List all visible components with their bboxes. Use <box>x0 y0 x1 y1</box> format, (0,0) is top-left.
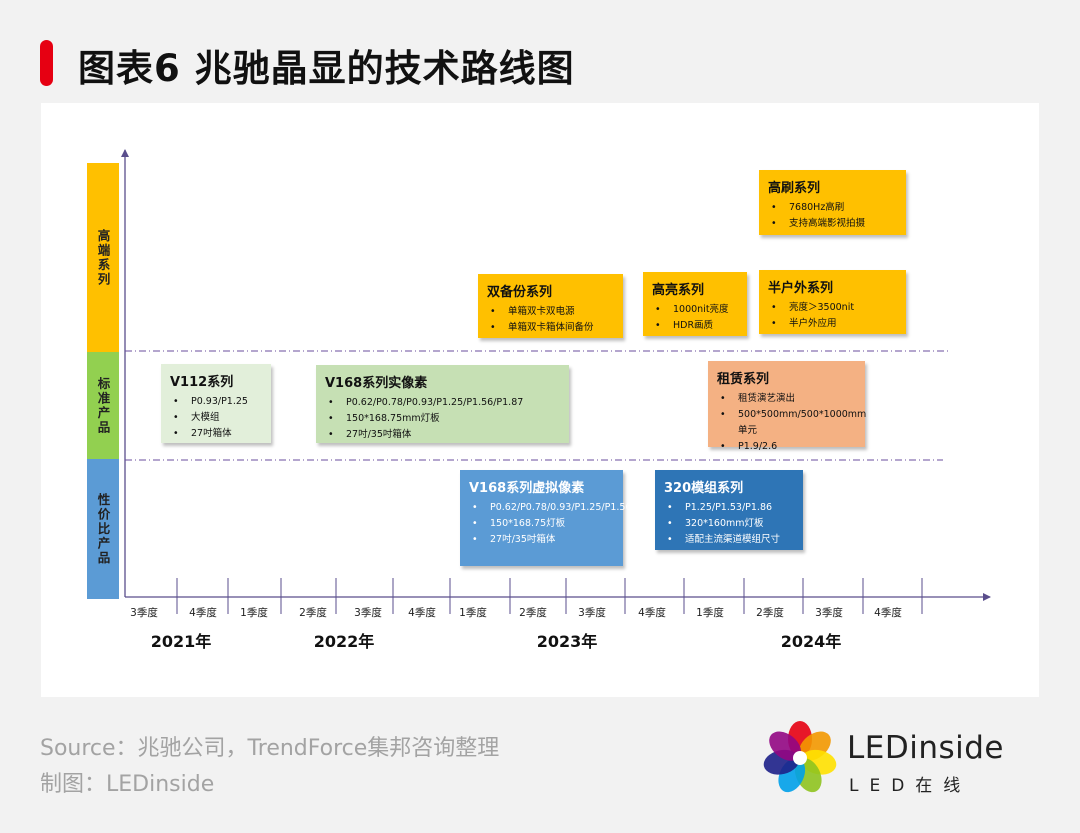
card-item: 150*168.75mm灯板 <box>325 411 560 427</box>
band-value: 性价比产品 <box>87 459 119 599</box>
card-item: P0.62/P0.78/P0.93/P1.25/P1.56/P1.87 <box>325 395 560 411</box>
credit-note: 制图：LEDinside <box>40 772 215 797</box>
card-item: 亮度＞3500nit <box>768 300 897 316</box>
card-high-brightness: 高亮系列 1000nit亮度HDR画质 <box>643 272 747 336</box>
card-title: 租赁系列 <box>717 372 770 387</box>
year-label: 2024年 <box>780 632 842 651</box>
year-label: 2021年 <box>150 632 212 651</box>
quarter-label: 4季度 <box>874 607 902 619</box>
card-title: V112系列 <box>170 375 234 390</box>
page-title: 图表6 兆驰晶显的技术路线图 <box>78 47 575 90</box>
card-v168-virtual: V168系列虚拟像素 P0.62/P0.78/0.93/P1.25/P1.56/… <box>460 470 662 566</box>
card-high-refresh: 高刷系列 7680Hz高刷支持高端影视拍摄 <box>759 170 906 235</box>
card-item: 7680Hz高刷 <box>768 200 897 216</box>
card-title: V168系列实像素 <box>325 376 428 391</box>
quarter-label: 4季度 <box>638 607 666 619</box>
card-item: P1.25/P1.53/P1.86 <box>664 500 794 516</box>
card-title: 高亮系列 <box>652 283 705 298</box>
card-item: 320*160mm灯板 <box>664 516 794 532</box>
card-rental: 租赁系列 租赁演艺演出500*500mm/500*1000mm单元P1.9/2.… <box>708 361 866 455</box>
card-item: 单箱双卡箱体间备份 <box>487 320 614 336</box>
quarter-label: 3季度 <box>815 607 843 619</box>
logo-petal <box>769 731 802 761</box>
card-item: 27吋箱体 <box>170 426 262 442</box>
card-v168-real: V168系列实像素 P0.62/P0.78/P0.93/P1.25/P1.56/… <box>316 365 569 443</box>
ledinside-logo-icon <box>763 721 837 793</box>
title-accent-bar <box>40 40 53 86</box>
logo-center <box>793 751 807 765</box>
card-item: P1.9/2.6 <box>717 439 861 455</box>
quarter-label: 3季度 <box>130 607 158 619</box>
card-item: 适配主流渠道模组尺寸 <box>664 532 794 548</box>
year-label: 2022年 <box>313 632 375 651</box>
quarter-label: 4季度 <box>408 607 436 619</box>
quarter-label: 2季度 <box>299 607 327 619</box>
card-item: 支持高端影视拍摄 <box>768 216 897 232</box>
card-item: 半户外应用 <box>768 316 897 332</box>
brand-name: LEDinside <box>847 730 1005 766</box>
quarter-label: 1季度 <box>459 607 487 619</box>
card-title: 半户外系列 <box>768 281 834 296</box>
quarter-label: 2季度 <box>519 607 547 619</box>
card-item: 150*168.75灯板 <box>469 516 619 532</box>
band-label: 性价比产品 <box>95 492 111 566</box>
card-item: 租赁演艺演出 <box>717 391 861 407</box>
card-item: 大模组 <box>170 410 262 426</box>
x-axis-ticks <box>176 578 923 614</box>
card-item: P0.93/P1.25 <box>170 394 262 410</box>
quarter-label: 1季度 <box>240 607 268 619</box>
card-item: 27吋/35吋箱体 <box>325 427 560 443</box>
brand-subtitle: LED在线 <box>849 776 972 796</box>
quarter-label: 2季度 <box>756 607 784 619</box>
card-item: 27吋/35吋箱体 <box>469 532 619 548</box>
band-standard: 标准产品 <box>87 352 119 459</box>
quarter-label: 1季度 <box>696 607 724 619</box>
card-item: 单箱双卡双电源 <box>487 304 614 320</box>
band-high-end: 高端系列 <box>87 163 119 352</box>
card-title: V168系列虚拟像素 <box>469 481 585 496</box>
card-item: 1000nit亮度 <box>652 302 738 318</box>
card-dual-backup: 双备份系列 单箱双卡双电源单箱双卡箱体间备份 <box>478 274 623 338</box>
card-title: 320模组系列 <box>664 481 744 496</box>
year-label: 2023年 <box>536 632 598 651</box>
card-item: 500*500mm/500*1000mm单元 <box>717 407 866 439</box>
logo-petals <box>763 721 837 793</box>
source-note: Source：兆驰公司，TrendForce集邦咨询整理 <box>40 736 500 761</box>
card-semi-outdoor: 半户外系列 亮度＞3500nit半户外应用 <box>759 270 906 334</box>
card-title: 双备份系列 <box>487 285 553 300</box>
band-label: 高端系列 <box>95 228 111 287</box>
card-v112: V112系列 P0.93/P1.25大模组27吋箱体 <box>161 364 271 443</box>
card-item: HDR画质 <box>652 318 738 334</box>
card-item: P0.62/P0.78/0.93/P1.25/P1.56/P1.87 <box>469 500 662 516</box>
quarter-label: 4季度 <box>189 607 217 619</box>
quarter-label: 3季度 <box>354 607 382 619</box>
card-320-module: 320模组系列 P1.25/P1.53/P1.86320*160mm灯板适配主流… <box>655 470 803 550</box>
card-title: 高刷系列 <box>768 181 821 196</box>
quarter-label: 3季度 <box>578 607 606 619</box>
band-label: 标准产品 <box>95 376 111 435</box>
